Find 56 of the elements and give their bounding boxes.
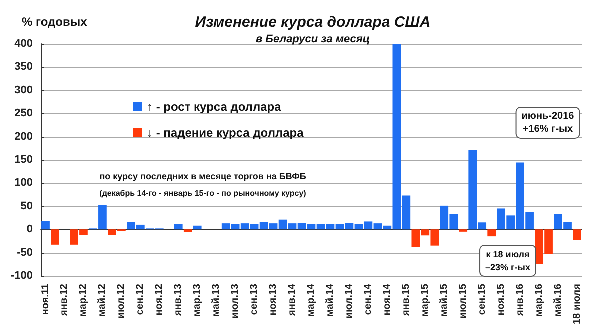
x-tick-label: ноя.15 xyxy=(496,284,507,316)
x-tick-label: мар.14 xyxy=(306,284,318,317)
bar xyxy=(184,230,192,232)
x-tick-label: ноя.12 xyxy=(154,284,166,316)
y-tick-label: 300 xyxy=(14,84,34,96)
bar xyxy=(488,230,496,237)
bar xyxy=(193,226,202,230)
y-tick-label: 250 xyxy=(14,108,34,120)
bar xyxy=(573,230,582,240)
y-axis-title: % годовых xyxy=(22,15,88,29)
x-tick-label: сен.14 xyxy=(362,284,374,316)
x-tick-label: ноя.11 xyxy=(40,284,52,316)
y-tick-label: 150 xyxy=(14,154,34,166)
x-tick-label: май.12 xyxy=(97,284,108,317)
x-tick-label: сен.13 xyxy=(249,284,260,316)
x-tick-label: янв.14 xyxy=(287,284,298,316)
x-tick-label: май.13 xyxy=(211,284,222,317)
y-tick-label: -100 xyxy=(10,270,34,282)
x-tick-label: мар.16 xyxy=(534,284,545,317)
bar xyxy=(42,221,50,230)
x-tick-label: ноя.13 xyxy=(268,284,280,316)
bar xyxy=(174,224,183,230)
x-tick-label: май.14 xyxy=(324,284,336,317)
annotation: к 18 июля –23% г-ых xyxy=(486,250,530,272)
x-tick-label: ноя.14 xyxy=(382,284,393,316)
y-tick-label: -50 xyxy=(17,246,34,259)
x-tick-label: 18 июля xyxy=(572,284,583,325)
legend-label: ↓ - падение курса доллара xyxy=(147,126,304,140)
x-tick-label: июл.13 xyxy=(230,284,242,319)
x-tick-label: июл.15 xyxy=(458,284,469,319)
y-tick-label: 350 xyxy=(14,61,34,74)
x-tick-label: июл.14 xyxy=(344,284,355,319)
y-tick-label: 50 xyxy=(20,200,34,212)
x-tick-label: янв.15 xyxy=(400,284,412,316)
x-tick-label: июл.12 xyxy=(116,284,128,319)
x-tick-label: сен.12 xyxy=(135,284,146,316)
x-tick-label: янв.12 xyxy=(59,284,70,316)
bar xyxy=(51,230,60,245)
annotation: июнь-2016 +16% г-ых xyxy=(522,111,575,135)
y-tick-label: 200 xyxy=(14,130,34,143)
x-tick-label: мар.15 xyxy=(420,284,431,317)
x-tick-label: май.16 xyxy=(552,284,564,317)
chart-title: Изменение курса доллара США xyxy=(195,14,431,31)
x-tick-label: мар.13 xyxy=(192,284,204,317)
y-tick-label: 0 xyxy=(26,224,34,236)
x-tick-label: сен.15 xyxy=(476,284,488,316)
x-tick-label: янв.13 xyxy=(173,284,184,316)
legend-label: ↑ - рост курса доллара xyxy=(147,100,282,114)
x-tick-label: мар.12 xyxy=(78,284,90,317)
x-tick-label: янв.16 xyxy=(514,284,526,316)
chart-subtitle: в Беларуси за месяц xyxy=(256,34,370,46)
x-tick-label: май.15 xyxy=(438,284,450,317)
annotation: по курсу последних в месяце торгов на БВФБ xyxy=(100,172,307,182)
annotation: (декабрь 14-го - январь 15-го - по рыночному курсу) xyxy=(100,189,307,198)
y-tick-label: 400 xyxy=(14,38,34,50)
y-tick-label: 100 xyxy=(14,177,34,190)
